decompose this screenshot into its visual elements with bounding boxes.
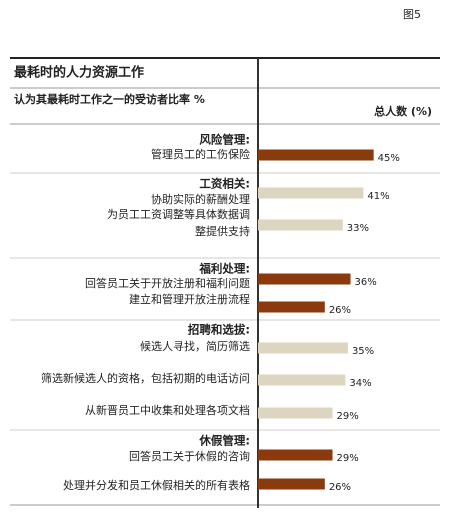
bar: [258, 449, 333, 461]
category-label: 回答员工关于开放注册和福利问题: [85, 276, 250, 290]
value-label: 45%: [378, 153, 400, 164]
bar: [258, 273, 351, 285]
bar: [258, 149, 374, 161]
value-header: 总人数 (%): [374, 104, 432, 118]
category-label: 处理并分发和员工休假相关的所有表格: [63, 478, 250, 492]
value-label: 33%: [347, 223, 369, 234]
category-label: 协助实际的薪酬处理: [151, 192, 250, 206]
chart-title: 最耗时的人力资源工作: [14, 65, 144, 81]
bar: [258, 342, 348, 354]
group-label: 工资相关:: [199, 177, 250, 191]
bar: [258, 478, 325, 490]
value-label: 34%: [349, 378, 371, 389]
chart-subtitle: 认为其最耗时工作之一的受访者比率 %: [14, 92, 205, 106]
group-label: 休假管理:: [198, 434, 250, 448]
group-label: 招聘和选拔:: [188, 323, 250, 337]
value-label: 41%: [367, 191, 389, 202]
category-label: 筛选新候选人的资格，包括初期的电话访问: [41, 371, 250, 385]
value-label: 29%: [337, 411, 359, 422]
bar: [258, 187, 364, 199]
value-label: 35%: [352, 346, 374, 357]
category-label: 建立和管理开放注册流程: [129, 292, 250, 306]
category-label: 为员工工资调整等具体数据调: [107, 207, 250, 221]
group-label: 风险管理:: [199, 133, 250, 147]
category-label: 回答员工关于休假的咨询: [129, 449, 250, 463]
value-label: 26%: [329, 482, 351, 493]
category-label: 从新晋员工中收集和处理各项文档: [85, 403, 250, 417]
category-label: 管理员工的工伤保险: [151, 147, 250, 161]
value-label: 29%: [337, 453, 359, 464]
bar: [258, 374, 346, 386]
value-label: 26%: [329, 305, 351, 316]
value-label: 36%: [355, 277, 377, 288]
bar: [258, 301, 325, 313]
figure-label: 图5: [403, 8, 421, 21]
bar: [258, 407, 333, 419]
category-label: 整提供支持: [195, 224, 250, 238]
category-label: 候选人寻找，简历筛选: [140, 339, 250, 353]
bar: [258, 219, 343, 231]
group-label: 福利处理:: [198, 262, 250, 276]
